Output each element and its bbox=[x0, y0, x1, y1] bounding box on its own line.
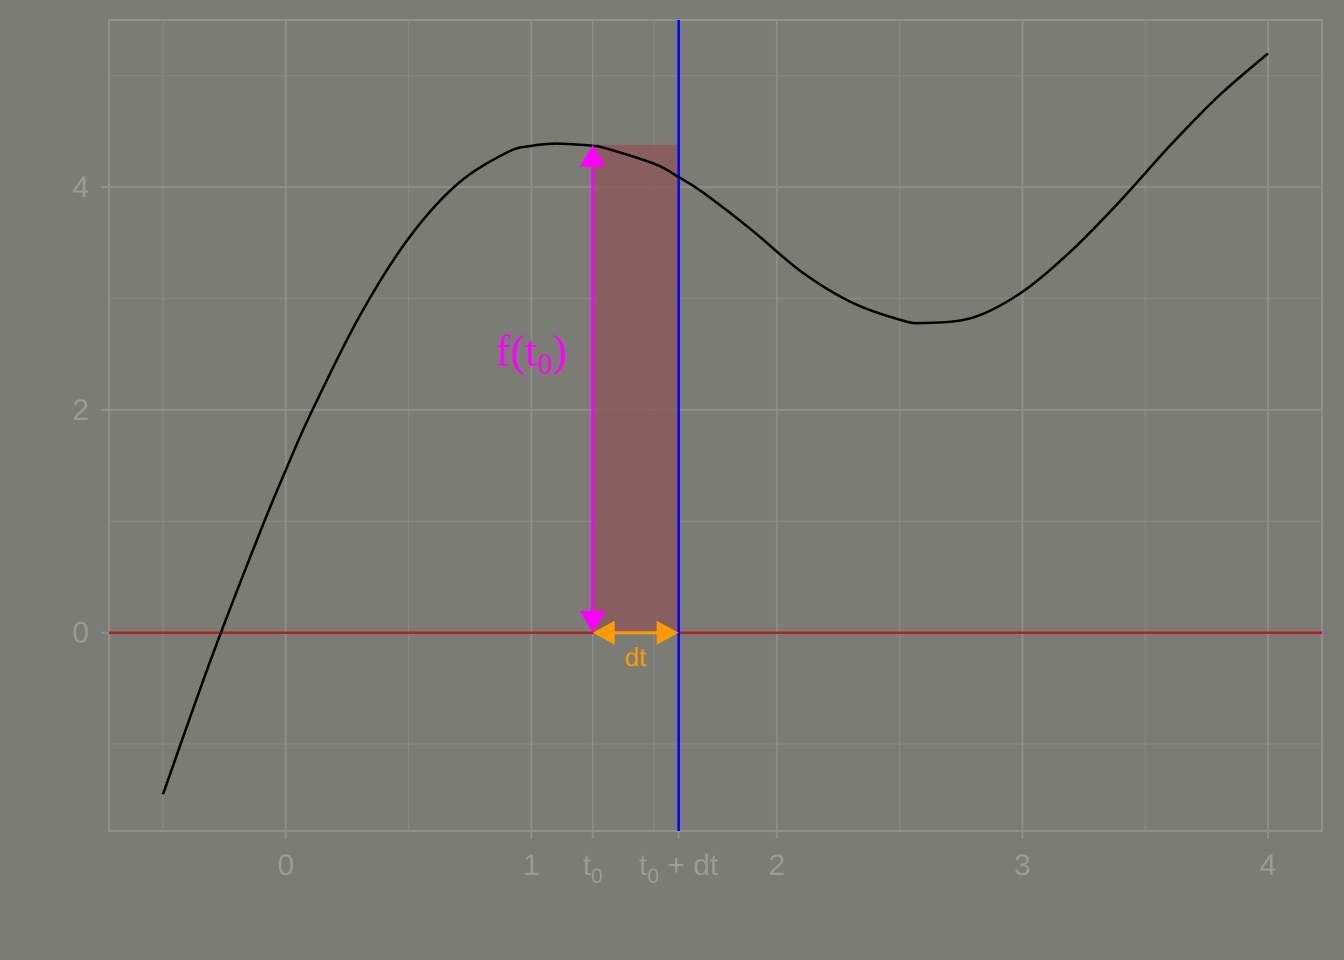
y-tick-label: 0 bbox=[72, 617, 89, 650]
f-label-open-paren: ( bbox=[510, 326, 525, 375]
x-special-tick-label: t0 bbox=[583, 849, 603, 888]
series-line bbox=[161, 52, 1269, 795]
area-rectangle bbox=[592, 144, 679, 633]
x-tick-label: 1 bbox=[523, 849, 540, 882]
x-tick-label: 0 bbox=[277, 849, 294, 882]
plot-panel bbox=[108, 19, 1323, 832]
reference-line-layer bbox=[109, 20, 1322, 831]
y-tick-label: 2 bbox=[72, 394, 89, 427]
f-arrow-head-down bbox=[579, 610, 606, 633]
x-tick-label: 4 bbox=[1260, 849, 1277, 882]
series-layer bbox=[161, 52, 1269, 795]
rectangle-layer bbox=[592, 144, 679, 633]
f-arrow-head-up bbox=[579, 144, 606, 167]
y-tick-label: 4 bbox=[72, 171, 89, 204]
dt-arrow-head-right bbox=[656, 620, 679, 645]
f-label-close-paren: ) bbox=[552, 326, 567, 375]
x-tick-label: 2 bbox=[769, 849, 786, 882]
f-t0-label: f(t0) bbox=[496, 326, 567, 380]
dt-label: dt bbox=[625, 642, 647, 672]
f-label-var: t bbox=[525, 326, 537, 375]
f-label-sub: 0 bbox=[537, 347, 552, 380]
f-label-main: f bbox=[496, 326, 511, 375]
arrow-layer bbox=[579, 144, 679, 645]
x-special-tick-label: t0 + dt bbox=[639, 849, 719, 888]
x-tick-label: 3 bbox=[1014, 849, 1031, 882]
dt-arrow-head-left bbox=[592, 620, 615, 645]
